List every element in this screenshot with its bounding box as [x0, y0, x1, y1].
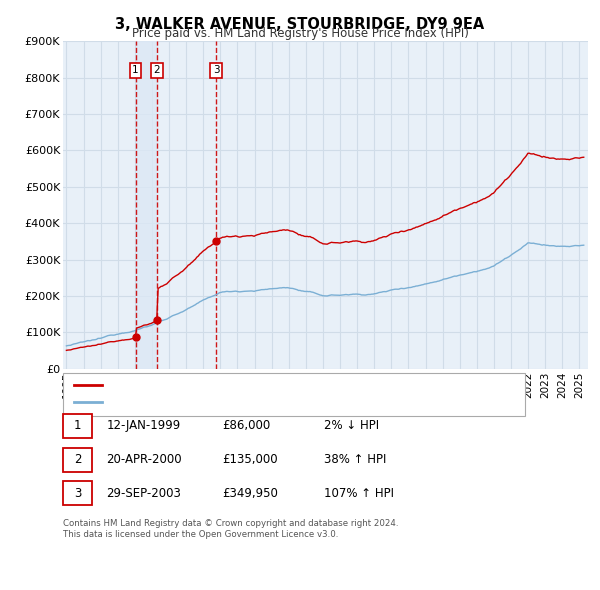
Text: 3, WALKER AVENUE, STOURBRIDGE, DY9 9EA: 3, WALKER AVENUE, STOURBRIDGE, DY9 9EA [115, 17, 485, 31]
Text: 38% ↑ HPI: 38% ↑ HPI [324, 453, 386, 466]
Text: 107% ↑ HPI: 107% ↑ HPI [324, 487, 394, 500]
Text: Contains HM Land Registry data © Crown copyright and database right 2024.: Contains HM Land Registry data © Crown c… [63, 519, 398, 527]
Text: HPI: Average price, detached house, Dudley: HPI: Average price, detached house, Dudl… [108, 398, 338, 407]
Text: 1: 1 [74, 419, 81, 432]
Text: 1: 1 [132, 65, 139, 76]
Text: 2: 2 [154, 65, 160, 76]
Text: 20-APR-2000: 20-APR-2000 [106, 453, 182, 466]
Text: £86,000: £86,000 [222, 419, 270, 432]
Text: 2% ↓ HPI: 2% ↓ HPI [324, 419, 379, 432]
Text: Price paid vs. HM Land Registry's House Price Index (HPI): Price paid vs. HM Land Registry's House … [131, 27, 469, 40]
Text: £349,950: £349,950 [222, 487, 278, 500]
Text: 29-SEP-2003: 29-SEP-2003 [106, 487, 181, 500]
Text: 12-JAN-1999: 12-JAN-1999 [106, 419, 181, 432]
Text: 3: 3 [213, 65, 220, 76]
Text: £135,000: £135,000 [222, 453, 278, 466]
Bar [136, 41, 157, 369]
Text: This data is licensed under the Open Government Licence v3.0.: This data is licensed under the Open Gov… [63, 530, 338, 539]
Text: 2: 2 [74, 453, 81, 466]
Text: 3: 3 [74, 487, 81, 500]
Text: 3, WALKER AVENUE, STOURBRIDGE, DY9 9EA (detached house): 3, WALKER AVENUE, STOURBRIDGE, DY9 9EA (… [108, 380, 437, 389]
